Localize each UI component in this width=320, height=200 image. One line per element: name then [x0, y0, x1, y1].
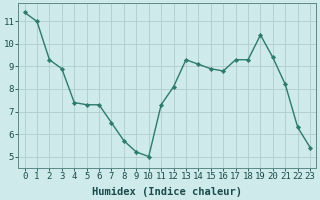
X-axis label: Humidex (Indice chaleur): Humidex (Indice chaleur)	[92, 186, 242, 197]
